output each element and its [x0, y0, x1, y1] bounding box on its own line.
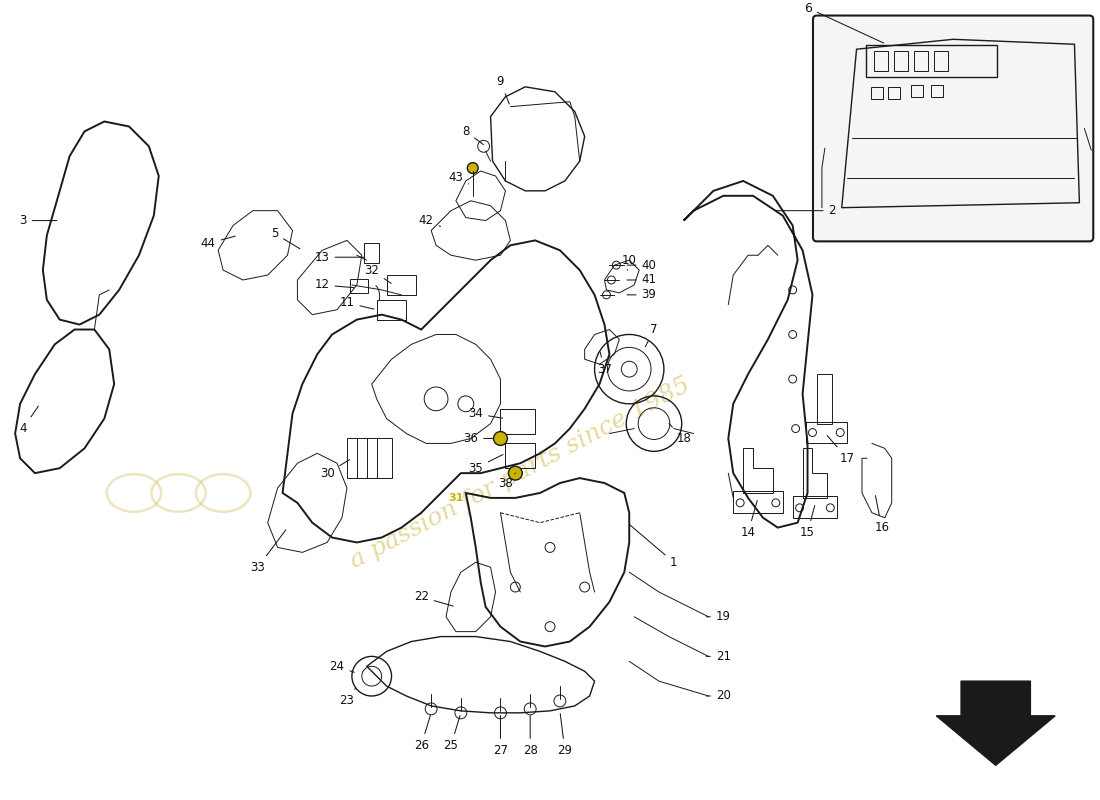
Text: 5: 5 [271, 227, 300, 249]
Text: 9: 9 [497, 75, 509, 104]
Text: 40: 40 [627, 258, 657, 272]
Text: 1: 1 [629, 525, 678, 569]
Text: 28: 28 [522, 716, 538, 757]
Text: 35: 35 [469, 454, 503, 474]
Text: 11: 11 [340, 296, 374, 310]
Text: 19: 19 [706, 610, 730, 623]
Text: a passion for parts since 1985: a passion for parts since 1985 [346, 374, 694, 573]
Text: 15: 15 [800, 506, 815, 539]
Text: 12: 12 [315, 278, 354, 291]
Text: 39: 39 [627, 288, 657, 302]
Text: 6: 6 [804, 2, 883, 43]
Text: 36: 36 [463, 432, 493, 445]
Text: 25: 25 [443, 715, 460, 752]
Text: 38: 38 [498, 473, 515, 490]
Circle shape [508, 466, 522, 480]
Text: 32: 32 [364, 263, 392, 283]
Text: 18: 18 [669, 423, 691, 445]
Text: 13: 13 [315, 250, 364, 264]
Text: 34: 34 [469, 407, 503, 420]
Text: 27: 27 [493, 716, 508, 757]
Text: 10: 10 [621, 254, 637, 270]
Text: 21: 21 [706, 650, 730, 663]
Text: 24: 24 [330, 660, 354, 673]
Circle shape [468, 162, 478, 174]
Text: 37: 37 [597, 352, 612, 376]
Circle shape [494, 431, 507, 446]
Text: 3: 3 [20, 214, 57, 227]
Text: 17: 17 [827, 436, 855, 465]
Text: 7: 7 [646, 323, 658, 347]
FancyBboxPatch shape [813, 15, 1093, 242]
Text: 20: 20 [706, 690, 730, 702]
Text: 16: 16 [874, 496, 889, 534]
Text: 33: 33 [251, 530, 286, 574]
Text: 23: 23 [340, 689, 355, 707]
Text: 14: 14 [740, 501, 757, 539]
Text: 30: 30 [320, 460, 350, 480]
Text: 4: 4 [20, 406, 38, 435]
Text: 26: 26 [414, 715, 430, 752]
Text: 8: 8 [462, 125, 483, 145]
Text: 44: 44 [201, 236, 235, 250]
Text: 31: 31 [448, 493, 463, 503]
Text: 22: 22 [414, 590, 453, 606]
Text: 2: 2 [776, 204, 836, 217]
Text: 42: 42 [419, 214, 440, 227]
Text: 41: 41 [627, 274, 657, 286]
Text: 43: 43 [449, 171, 469, 185]
Text: 29: 29 [558, 714, 572, 757]
Polygon shape [936, 681, 1055, 766]
